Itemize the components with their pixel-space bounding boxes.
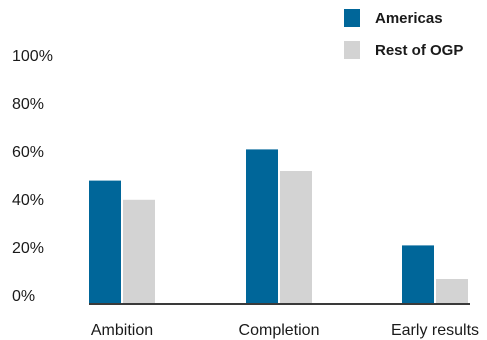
- x-category-label: Ambition: [91, 322, 153, 339]
- bar-rest-of-ogp-ambition: [123, 199, 155, 303]
- chart-legend: Americas Rest of OGP: [344, 9, 463, 59]
- y-tick-label: 20%: [12, 240, 44, 257]
- y-tick-label: 0%: [12, 288, 35, 305]
- bar-americas-completion: [246, 149, 278, 303]
- y-tick-label: 100%: [12, 48, 53, 65]
- y-tick-label: 60%: [12, 144, 44, 161]
- y-axis: 0% 20% 40% 60% 80% 100%: [12, 48, 53, 305]
- bars: [89, 149, 468, 303]
- y-tick-label: 80%: [12, 96, 44, 113]
- legend-swatch: [344, 9, 360, 27]
- bar-americas-early-results: [402, 245, 434, 303]
- x-axis: Ambition Completion Early results: [91, 322, 479, 339]
- legend-label: Rest of OGP: [375, 42, 463, 59]
- bar-americas-ambition: [89, 180, 121, 303]
- legend-swatch: [344, 41, 360, 59]
- bar-rest-of-ogp-completion: [280, 171, 312, 303]
- legend-label: Americas: [375, 10, 443, 27]
- y-tick-label: 40%: [12, 192, 44, 209]
- bar-rest-of-ogp-early-results: [436, 279, 468, 303]
- x-category-label: Early results: [391, 322, 479, 339]
- x-category-label: Completion: [239, 322, 320, 339]
